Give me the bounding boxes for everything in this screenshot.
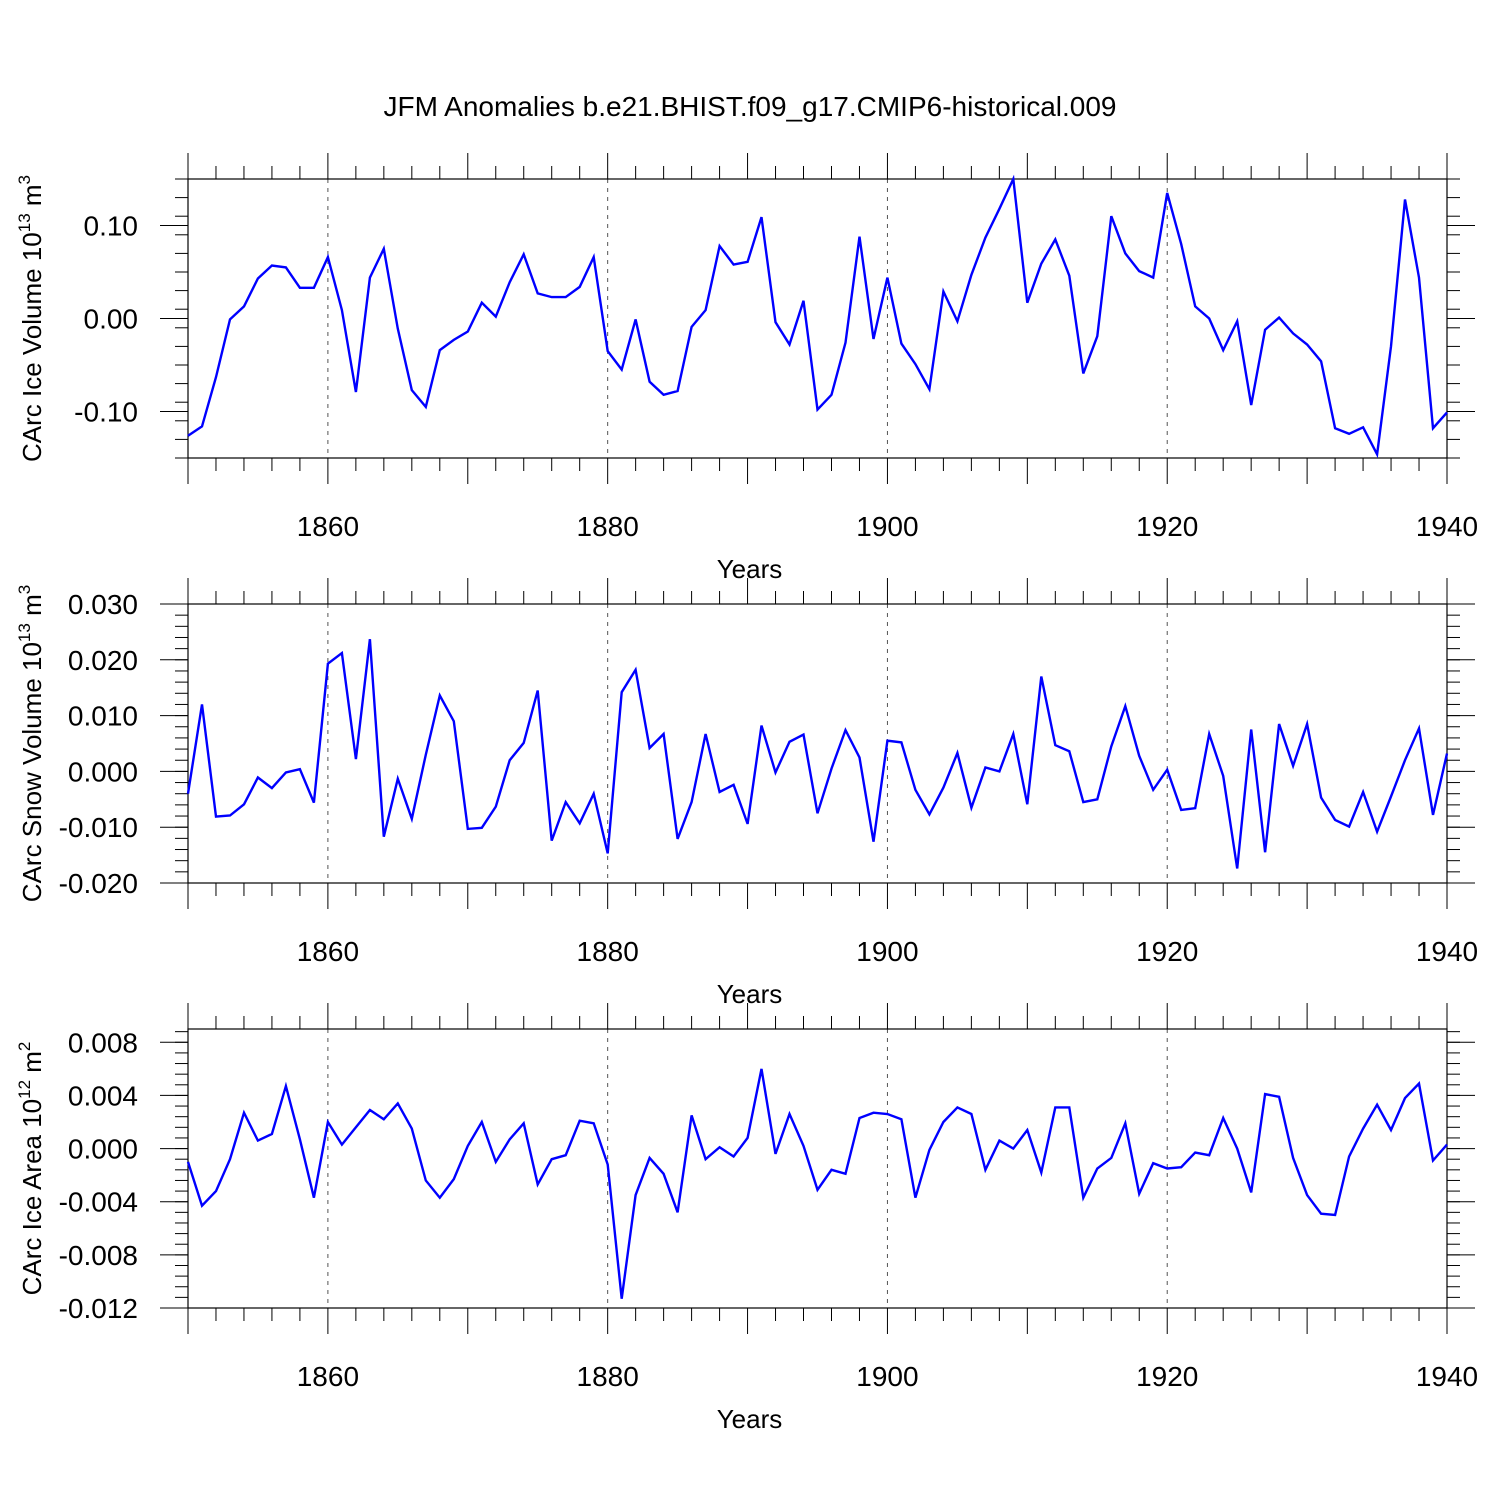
y-tick-label: 0.020 [68,645,138,676]
x-tick-label: 1900 [856,511,918,542]
x-tick-label: 1920 [1136,936,1198,967]
x-tick-label: 1860 [297,511,359,542]
panel-1: 1860 1880 1900 1920 1940 -0.10 0.00 0.10 Years CA… [15,153,1478,584]
x-axis-label: Years [717,979,783,1009]
y-tick-label: -0.10 [74,397,138,428]
y-tick-label: 0.000 [68,756,138,787]
y-tick-label: 0.030 [68,589,138,620]
x-tick-label: 1940 [1416,936,1478,967]
y-tick-label: 0.010 [68,701,138,732]
y-tick-label: -0.020 [59,868,138,899]
series-line [186,639,1449,869]
x-tick-label: 1920 [1136,511,1198,542]
x-tick-label: 1860 [297,936,359,967]
y-tick-label: 0.008 [68,1027,138,1058]
x-tick-label: 1880 [577,1361,639,1392]
chart-title: JFM Anomalies b.e21.BHIST.f09_g17.CMIP6-… [383,91,1116,122]
series-line [187,174,1448,459]
y-tick-label: 0.00 [84,304,139,335]
x-tick-label: 1940 [1416,1361,1478,1392]
x-tick-label: 1860 [297,1361,359,1392]
panel-3: 1860 1880 1900 1920 1940 -0.012 -0.008 -0.004 0.… [15,1003,1478,1434]
plot-frame [187,603,1448,884]
x-tick-label: 1880 [577,511,639,542]
y-axis-label: CArc Ice Volume 1013 m3 [15,175,47,462]
x-axis-label: Years [717,1404,783,1434]
x-tick-label: 1880 [577,936,639,967]
chart-panels: 1860 1880 1900 1920 1940 -0.10 0.00 0.10 Years CA… [15,153,1478,1434]
series-line [186,1068,1448,1299]
y-tick-label: -0.012 [59,1293,138,1324]
y-tick-label: -0.008 [59,1240,138,1271]
y-tick-label: 0.000 [68,1134,138,1165]
plot-frame [187,1028,1448,1309]
plot-frame [187,178,1448,459]
x-tick-label: 1920 [1136,1361,1198,1392]
y-axis-label: CArc Snow Volume 1013 m3 [15,585,47,902]
panel-2: 1860 1880 1900 1920 1940 -0.020 -0.010 0.000 0.0… [15,578,1478,1009]
x-axis-label: Years [717,554,783,584]
y-axis-label: CArc Ice Area 1012 m2 [15,1042,47,1296]
x-tick-label: 1940 [1416,511,1478,542]
y-tick-label: -0.004 [59,1187,138,1218]
x-tick-label: 1900 [856,936,918,967]
x-tick-label: 1900 [856,1361,918,1392]
y-tick-label: 0.10 [84,211,139,242]
y-tick-label: -0.010 [59,812,138,843]
y-tick-label: 0.004 [68,1080,138,1111]
